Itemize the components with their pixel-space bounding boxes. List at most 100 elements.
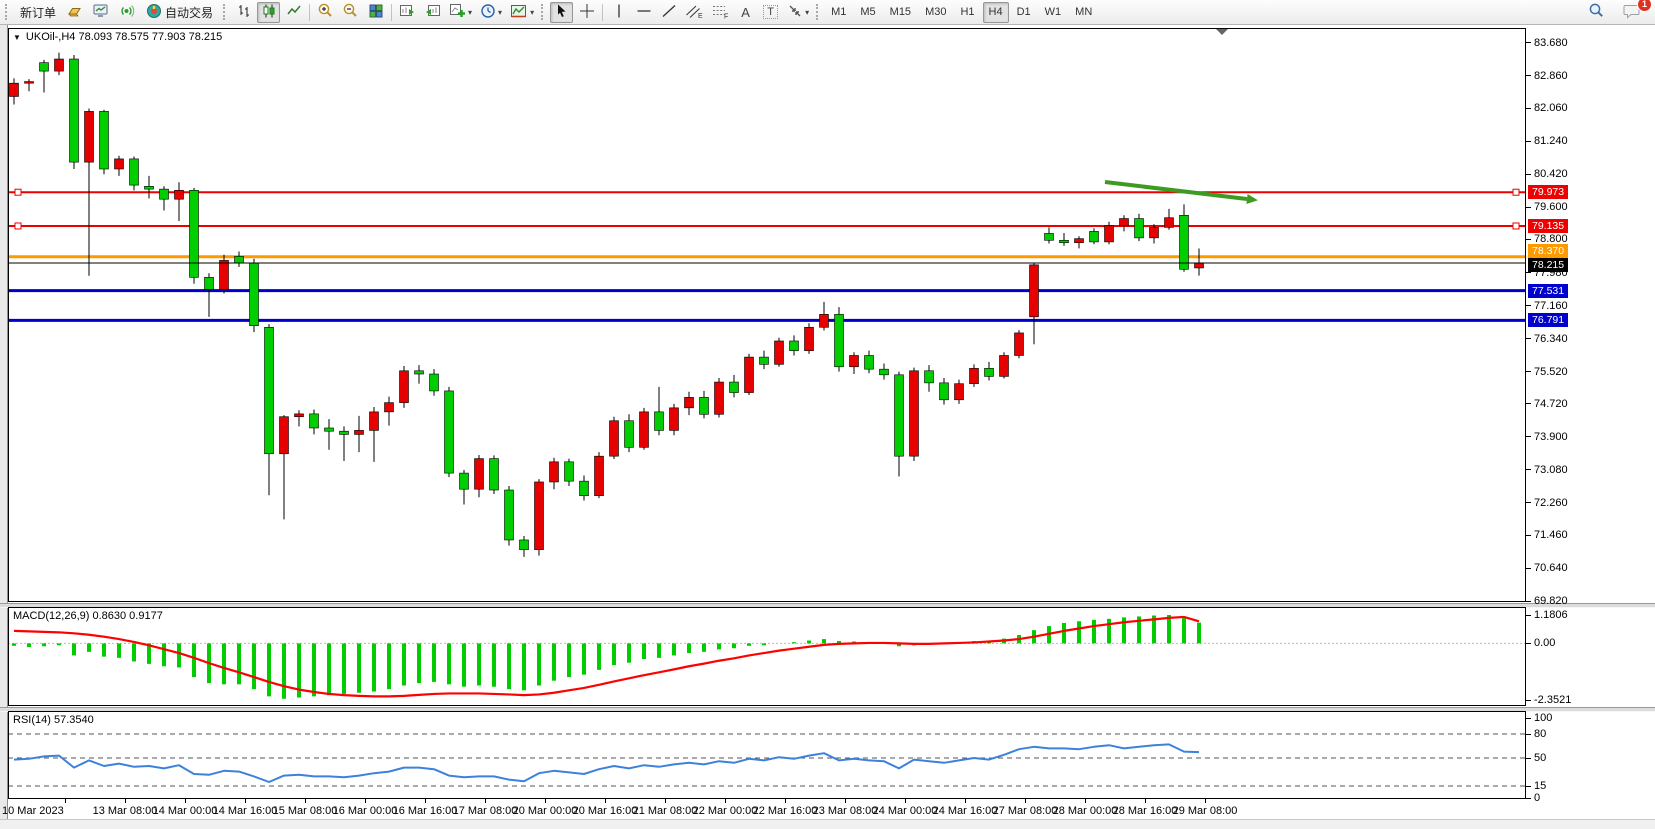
market-watch-button[interactable]: [64, 2, 87, 23]
candle-chart-type-button[interactable]: [257, 1, 281, 23]
timeframe-H1[interactable]: H1: [954, 2, 980, 23]
timeframe-M15[interactable]: M15: [884, 2, 917, 23]
timeframe-M5[interactable]: M5: [854, 2, 881, 23]
zoom-in-icon: [317, 2, 334, 22]
new-order-label: 新订单: [20, 5, 57, 20]
timeframe-D1[interactable]: D1: [1011, 2, 1037, 23]
line-handle[interactable]: [1512, 222, 1520, 230]
candle: [354, 430, 364, 435]
trendline-tool-button[interactable]: [657, 2, 680, 23]
status-strip: [0, 819, 1655, 829]
candle: [129, 158, 139, 186]
candle: [864, 355, 874, 370]
price-tick: [1526, 534, 1531, 536]
trend-arrow[interactable]: [1104, 180, 1248, 201]
notification-badge[interactable]: 1: [1637, 0, 1652, 12]
candle: [999, 355, 1009, 377]
price-tick-label: 79.600: [1534, 201, 1568, 214]
fibonacci-tool-button[interactable]: F: [708, 2, 732, 23]
arrows-tool-button[interactable]: ▾: [784, 2, 812, 23]
candle: [534, 481, 544, 550]
candle: [624, 420, 634, 448]
zoom-in-button[interactable]: [314, 2, 337, 23]
toolbar-grip[interactable]: [816, 4, 820, 20]
candle: [384, 402, 394, 413]
price-tick-label: 76.340: [1534, 332, 1568, 345]
terminal-button[interactable]: [89, 2, 113, 23]
toolbar-grip[interactable]: [5, 4, 9, 20]
candle: [669, 407, 679, 431]
candle: [1044, 233, 1054, 241]
text-label-tool-button[interactable]: T: [759, 2, 782, 23]
rsi-tick-label: 0: [1534, 792, 1541, 804]
time-label: 13 Mar 08:00: [92, 805, 158, 817]
rsi-panel[interactable]: [8, 711, 1526, 799]
candle: [54, 58, 64, 72]
search-button[interactable]: [1585, 2, 1608, 23]
time-label: 17 Mar 08:00: [452, 805, 518, 817]
crosshair-tool-button[interactable]: [575, 2, 598, 23]
new-order-button[interactable]: 新订单: [14, 2, 62, 23]
collapse-indicator-icon[interactable]: ▼: [13, 33, 21, 42]
candle: [984, 368, 994, 377]
timeframe-W1[interactable]: W1: [1039, 2, 1068, 23]
timeframe-MN[interactable]: MN: [1069, 2, 1098, 23]
rsi-canvas: [8, 711, 1526, 799]
time-tick: [785, 799, 786, 803]
timeframe-M30[interactable]: M30: [919, 2, 952, 23]
macd-tick-label: 1.1806: [1534, 609, 1568, 621]
price-chart-canvas[interactable]: [8, 28, 1526, 602]
chart-shift-marker-icon[interactable]: [1216, 29, 1228, 35]
line-chart-type-button[interactable]: [282, 2, 305, 23]
candle: [144, 186, 154, 190]
line-handle[interactable]: [1512, 188, 1520, 196]
add-indicator-button[interactable]: ▾: [446, 2, 475, 23]
candle: [264, 326, 274, 455]
time-tick: [965, 799, 966, 803]
macd-signal-line: [13, 615, 1200, 698]
channel-tool-button[interactable]: E: [682, 2, 706, 23]
signal-button[interactable]: [115, 2, 138, 23]
price-tick: [1526, 305, 1531, 307]
candle: [729, 381, 739, 393]
tile-windows-button[interactable]: [364, 2, 387, 23]
price-tick-label: 82.860: [1534, 69, 1568, 82]
cursor-tool-button[interactable]: [550, 1, 574, 23]
time-label: 20 Mar 16:00: [572, 805, 638, 817]
bar-chart-type-button[interactable]: [232, 2, 255, 23]
horizontal-line-tool-button[interactable]: [632, 2, 655, 23]
vertical-line-icon: [612, 3, 626, 22]
timeframe-M1[interactable]: M1: [825, 2, 852, 23]
candle: [399, 370, 409, 403]
period-button[interactable]: ▾: [477, 2, 505, 23]
line-handle[interactable]: [14, 222, 22, 230]
time-label: 23 Mar 08:00: [812, 805, 878, 817]
candle: [639, 411, 649, 448]
macd-panel[interactable]: [8, 607, 1526, 706]
text-tool-button[interactable]: A: [734, 2, 757, 23]
price-badge-79.973: 79.973: [1528, 185, 1569, 200]
candle: [759, 356, 769, 365]
zoom-out-button[interactable]: [339, 2, 362, 23]
candle: [1029, 264, 1039, 318]
price-badge-79.135: 79.135: [1528, 218, 1569, 233]
toolbar-grip[interactable]: [541, 4, 545, 20]
candle: [609, 420, 619, 457]
time-tick: [1205, 799, 1206, 803]
autotrade-button[interactable]: 自动交易: [140, 2, 219, 23]
timeframe-H4[interactable]: H4: [982, 1, 1009, 23]
chart-title[interactable]: ▼ UKOil-,H4 78.093 78.575 77.903 78.215: [13, 31, 223, 43]
price-chart-panel[interactable]: [8, 28, 1526, 602]
indicator-list-button[interactable]: [421, 2, 444, 23]
template-button[interactable]: ▾: [507, 2, 537, 23]
candle: [249, 262, 259, 326]
indicator-window-button[interactable]: [396, 2, 419, 23]
line-handle[interactable]: [14, 188, 22, 196]
time-tick: [65, 799, 66, 803]
toolbar-grip[interactable]: [223, 4, 227, 20]
toolbar: 新订单 自动交易: [0, 0, 1655, 25]
time-tick: [125, 799, 126, 803]
terminal-icon: [92, 3, 110, 22]
vertical-line-tool-button[interactable]: [607, 2, 630, 23]
time-tick: [605, 799, 606, 803]
